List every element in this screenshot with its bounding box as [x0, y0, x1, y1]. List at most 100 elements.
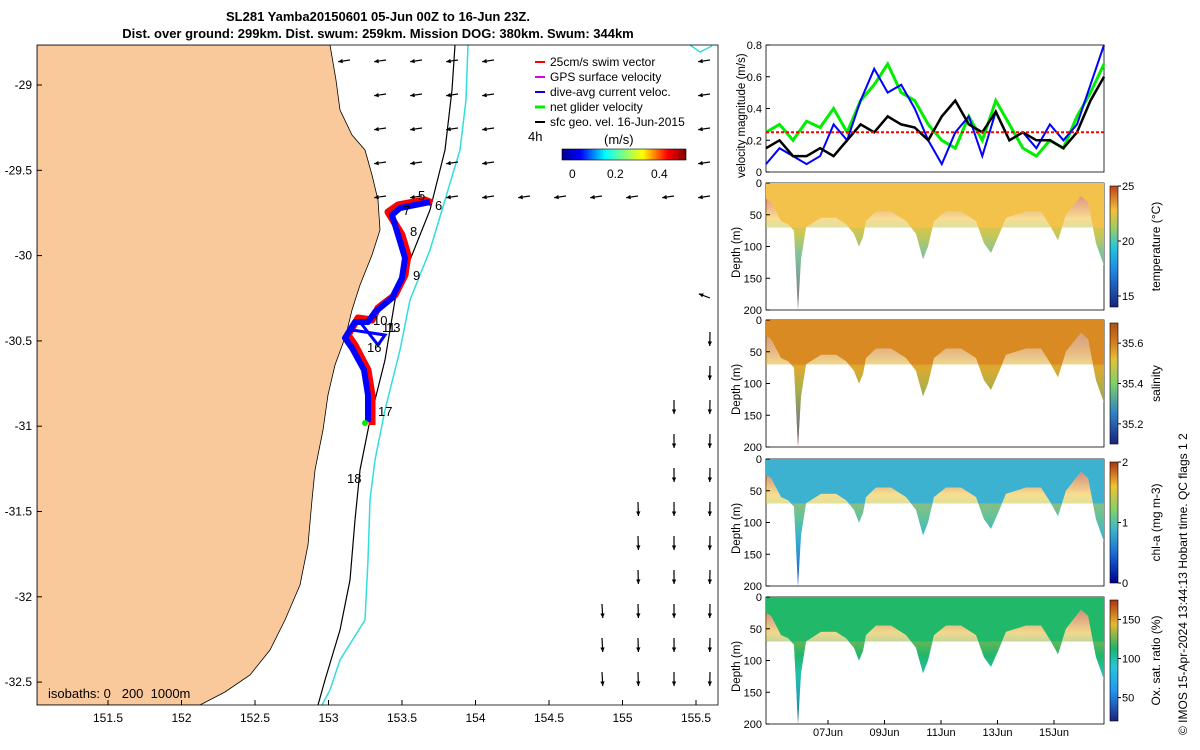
velocity-arrow-head — [482, 58, 487, 64]
section-colorbar — [1109, 461, 1119, 584]
section-colorbar — [1109, 599, 1119, 722]
x-tick-label: 154.5 — [534, 711, 564, 725]
velocity-y-axis: 0 0.2 0.4 0.6 0.8 — [747, 40, 770, 179]
velocity-arrow-head — [707, 341, 712, 346]
land-area — [37, 45, 381, 705]
x-tick-label: 13Jun — [983, 727, 1013, 739]
velocity-arrow-head — [626, 194, 631, 200]
surface-velocity-vectors — [338, 58, 712, 687]
colorbar-tick-label: 50 — [1122, 693, 1134, 705]
isobath-label: isobaths: 0 200 1000m — [48, 686, 190, 701]
velocity-series-line — [765, 60, 1106, 159]
velocity-arrow-head — [636, 511, 641, 516]
y-tick-label: 200 — [744, 305, 762, 317]
velocity-arrow-head — [446, 194, 451, 200]
colorbar-tick-label: 2 — [1122, 457, 1128, 469]
velocity-arrow-head — [671, 477, 677, 482]
y-tick-label: 0.4 — [747, 104, 762, 116]
x-tick-label: 152.5 — [240, 711, 270, 725]
velocity-arrow-head — [374, 58, 379, 64]
velocity-arrow-head — [671, 511, 677, 516]
colorbar-title: (m/s) — [604, 132, 634, 147]
y-tick-label: 50 — [750, 486, 762, 498]
velocity-arrow-head — [374, 126, 379, 132]
velocity-arrow-head — [707, 375, 712, 380]
colorbar-tick-label: 0 — [1122, 578, 1128, 590]
section-panel-3: 0 50 100 150 200 Depth (m) 0 1 2 chl-a (mg m-3) — [731, 454, 1163, 593]
colorbar-tick: 0.4 — [651, 167, 668, 181]
isobath-1000m-ne — [689, 45, 713, 53]
day-label: 11 — [382, 320, 396, 335]
colorbar-tick-label: 15 — [1122, 291, 1134, 303]
colorbar-tick-label: 100 — [1122, 654, 1140, 666]
copyright-note: © IMOS 15-Apr-2024 13:44:13 Hobart time.… — [1176, 433, 1190, 735]
x-tick-label: 15Jun — [1039, 727, 1069, 739]
section-deep-layer — [766, 471, 1104, 586]
section-panel-4: 0 50 100 150 200 Depth (m) 50 100 150 Ox. sat. ra… — [731, 592, 1163, 739]
velocity-arrow-head — [410, 58, 415, 64]
isobath-200m — [317, 45, 456, 705]
section-colorbar — [1109, 322, 1119, 445]
day-label: 18 — [347, 471, 361, 486]
map-legend: 25cm/s swim vector GPS surface velocity … — [535, 55, 685, 129]
velocity-arrow-head — [707, 681, 712, 686]
depth-ylabel: Depth (m) — [731, 641, 743, 692]
y-tick-label: 100 — [744, 242, 762, 254]
velocity-arrow-head — [636, 681, 641, 686]
colorbar-label: temperature (°C) — [1149, 202, 1163, 292]
velocity-arrow-head — [698, 293, 704, 298]
day-label: 17 — [378, 404, 392, 419]
velocity-arrow-head — [671, 545, 677, 550]
velocity-arrow-head — [636, 545, 641, 550]
colorbar-tick: 0 — [569, 167, 576, 181]
velocity-arrow-head — [374, 92, 379, 98]
y-tick-label: -32 — [15, 590, 33, 604]
y-tick-label: 0.8 — [747, 40, 762, 52]
y-tick-label: 100 — [744, 518, 762, 530]
x-tick-label: 07Jun — [813, 727, 843, 739]
velocity-arrow-head — [446, 92, 451, 98]
glider-track — [342, 196, 434, 426]
velocity-panel: 0 0.2 0.4 0.6 0.8 velocity magnitude (m/s) — [736, 40, 1106, 179]
y-tick-label: 0 — [756, 592, 762, 604]
x-tick-label: 11Jun — [926, 727, 955, 739]
section-panel-2: 0 50 100 150 200 Depth (m) 35.2 35.4 35.6 salinit… — [731, 315, 1163, 454]
x-tick-label: 151.5 — [93, 711, 123, 725]
x-tick-label: 09Jun — [870, 727, 900, 739]
legend-entry: 25cm/s swim vector — [550, 55, 655, 69]
y-tick-label: 150 — [744, 549, 762, 561]
y-tick-label: -29.5 — [5, 163, 33, 177]
velocity-arrow-head — [446, 58, 451, 64]
section-deep-layer — [766, 195, 1104, 310]
velocity-ylabel: velocity magnitude (m/s) — [736, 53, 748, 178]
velocity-arrow-head — [482, 92, 487, 98]
velocity-arrow-head — [374, 160, 379, 166]
velocity-arrow-head — [410, 92, 415, 98]
y-tick-label: -29 — [15, 78, 33, 92]
y-tick-label: 200 — [744, 719, 762, 731]
velocity-arrow-head — [698, 92, 703, 98]
legend-entry: net glider velocity — [550, 100, 643, 114]
colorbar-label: salinity — [1149, 365, 1163, 402]
y-tick-label: -30.5 — [5, 334, 33, 348]
speed-colorbar: (m/s) 0 0.2 0.4 — [561, 132, 687, 181]
velocity-arrow-head — [590, 194, 595, 200]
colorbar-tick: 0.2 — [607, 167, 624, 181]
y-tick-label: -32.5 — [5, 675, 33, 689]
velocity-arrow-head — [698, 194, 703, 200]
y-tick-label: 0 — [756, 454, 762, 466]
velocity-arrow-head — [707, 443, 712, 448]
y-tick-label: 0.6 — [747, 72, 762, 84]
velocity-arrow-head — [410, 194, 415, 200]
section-field — [766, 597, 1104, 724]
day-label: 7 — [403, 203, 410, 218]
velocity-arrow-head — [671, 443, 677, 448]
velocity-arrow-head — [636, 647, 641, 652]
legend-entry: GPS surface velocity — [550, 70, 661, 84]
colorbar-tick-label: 20 — [1122, 236, 1134, 248]
section-field — [766, 183, 1104, 310]
velocity-arrow-head — [707, 477, 712, 482]
x-tick-label: 155 — [612, 711, 632, 725]
velocity-arrow-head — [671, 681, 677, 686]
